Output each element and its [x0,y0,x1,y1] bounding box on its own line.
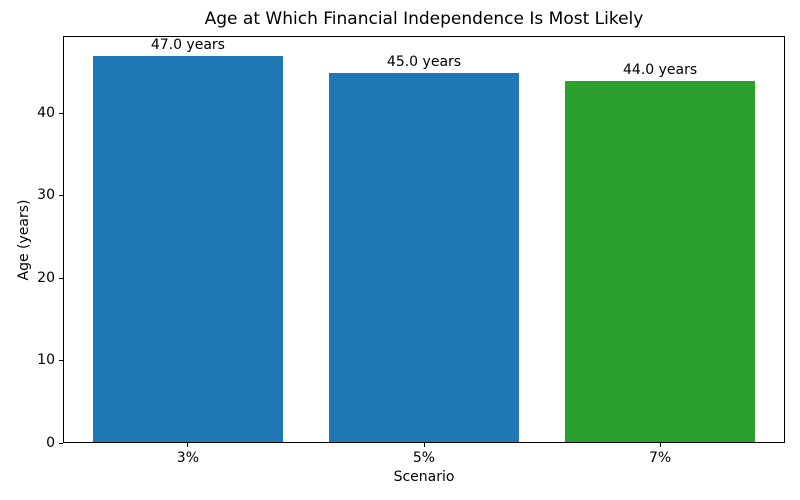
bar-5% [329,72,519,442]
y-tick-mark [59,112,63,114]
x-axis-label: Scenario [393,469,455,485]
bar-value-label: 45.0 years [386,53,462,70]
bar-3% [92,56,283,442]
chart-title: Age at Which Financial Independence Is M… [204,9,644,29]
x-tick-mark [659,443,661,447]
y-axis-label: Age (years) [16,199,32,280]
x-tick-label: 7% [648,450,672,466]
plot-area: 47.0 years 45.0 years 44.0 years [63,36,785,443]
y-tick-mark [59,360,63,362]
bar-7% [565,80,756,442]
y-tick-mark [59,195,63,197]
y-tick-label: 30 [37,187,55,204]
y-tick-mark [59,277,63,279]
x-tick-label: 3% [176,450,199,466]
x-tick-mark [423,443,425,447]
y-tick-label: 10 [37,352,55,369]
y-tick-label: 0 [46,434,55,451]
bar-value-label: 47.0 years [150,37,225,54]
y-tick-label: 40 [37,104,55,121]
x-tick-label: 5% [412,450,436,466]
bar-value-label: 44.0 years [623,61,698,78]
x-tick-mark [187,443,189,447]
y-tick-mark [59,442,63,444]
y-tick-label: 20 [37,269,55,286]
